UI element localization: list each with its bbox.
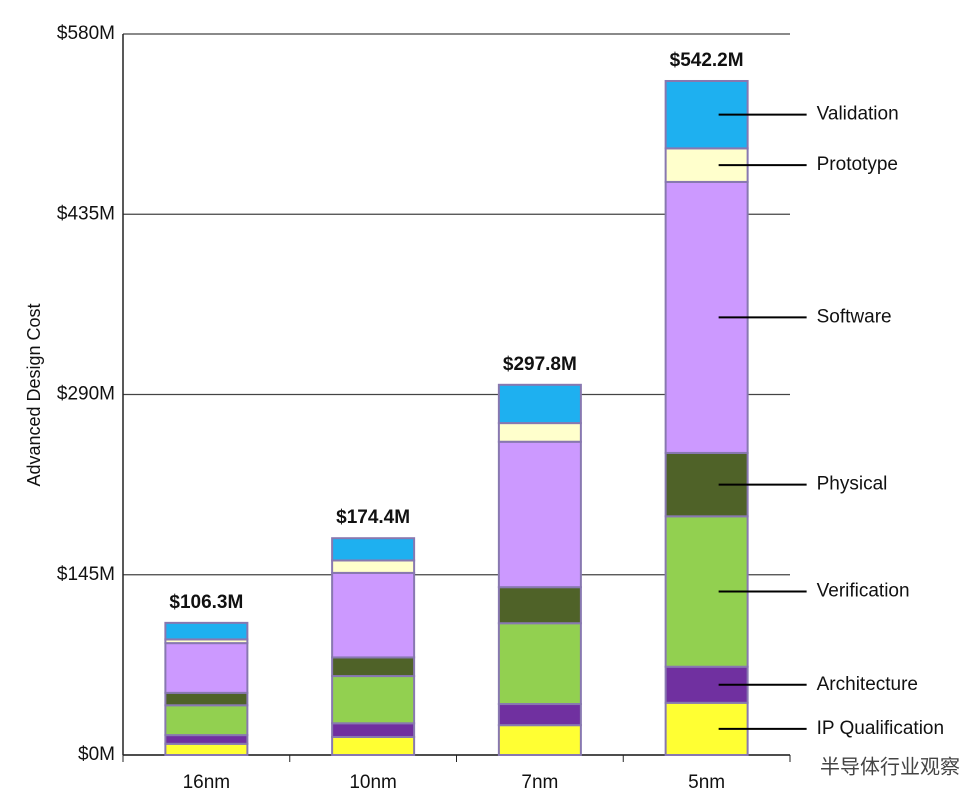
total-label: $106.3M — [169, 592, 243, 613]
bar-segment — [497, 440, 582, 589]
bar-segment — [497, 622, 582, 706]
watermark: 半导体行业观察 — [820, 755, 960, 778]
legend-label: Prototype — [817, 154, 898, 175]
bar-segment — [331, 559, 416, 574]
bar-segment — [164, 691, 249, 707]
y-tick-label: $290M — [57, 384, 115, 405]
bar-segment — [497, 383, 582, 425]
legend-label: Verification — [817, 581, 910, 602]
bar-segment — [331, 675, 416, 725]
y-tick-label: $435M — [57, 203, 115, 224]
y-tick-label: $580M — [57, 23, 115, 44]
x-tick-label: 16nm — [183, 772, 231, 793]
bar-segment — [331, 656, 416, 678]
bar-segment — [164, 642, 249, 694]
legend-label: Physical — [817, 474, 888, 495]
bar-segment — [497, 724, 582, 757]
bar-segment — [331, 735, 416, 756]
y-tick-label: $0M — [78, 744, 115, 765]
total-label: $174.4M — [336, 507, 410, 528]
bar-segment — [164, 734, 249, 745]
bar-segment — [164, 704, 249, 737]
legend-label: IP Qualification — [817, 718, 944, 739]
y-tick-label: $145M — [57, 564, 115, 585]
bar-segment — [331, 537, 416, 562]
y-axis-label: Advanced Design Cost — [24, 303, 44, 486]
bar-segment — [164, 742, 249, 757]
bar-segment — [497, 703, 582, 727]
bar-segment — [164, 621, 249, 641]
bar-segment — [331, 722, 416, 738]
legend-label: Validation — [817, 104, 899, 125]
x-tick-label: 7nm — [521, 772, 558, 793]
total-label: $542.2M — [670, 50, 744, 71]
x-tick-label: 5nm — [688, 772, 725, 793]
bar-segment — [497, 586, 582, 625]
legend-label: Software — [817, 306, 892, 327]
bar-segment — [497, 422, 582, 443]
bar-segment — [331, 571, 416, 659]
legend-label: Architecture — [817, 674, 918, 695]
total-label: $297.8M — [503, 354, 577, 375]
x-tick-label: 10nm — [349, 772, 397, 793]
